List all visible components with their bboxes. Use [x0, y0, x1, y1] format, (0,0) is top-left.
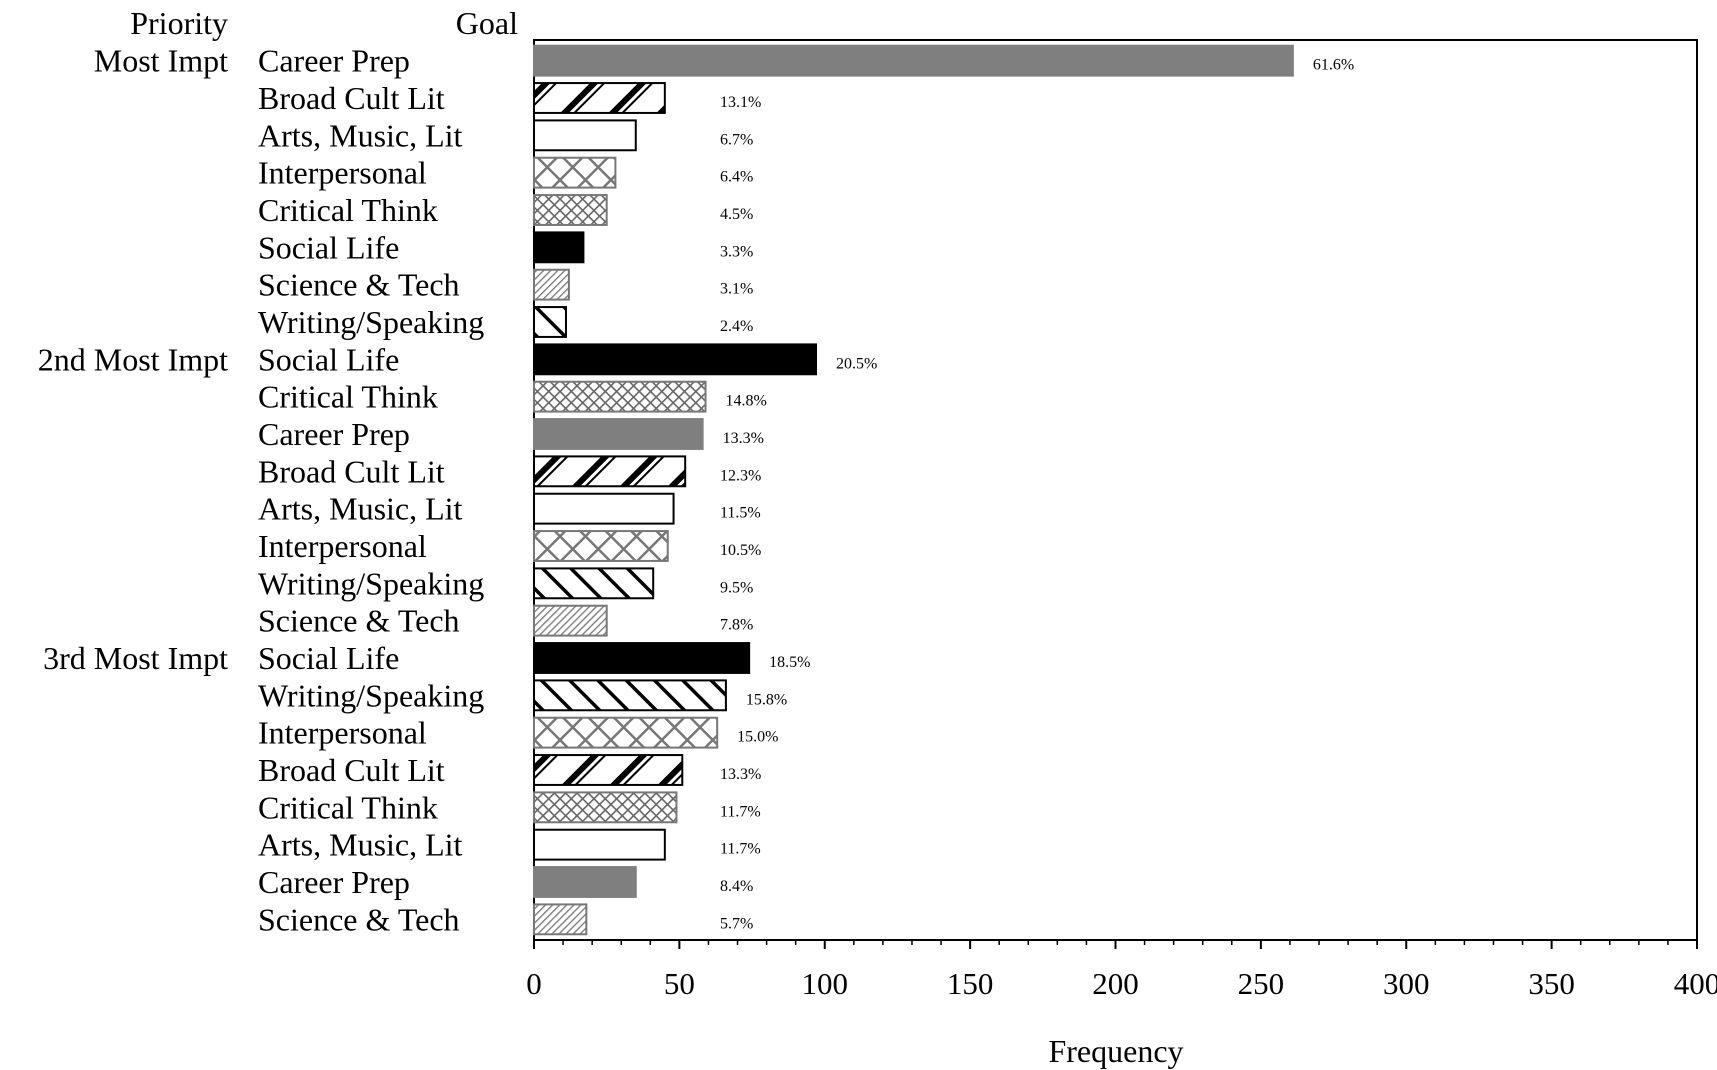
bar	[533, 194, 608, 226]
data-label: 6.7%	[720, 131, 753, 148]
category-label: Science & Tech	[258, 603, 460, 639]
data-label: 2.4%	[720, 318, 753, 335]
x-tick-label: 0	[526, 966, 542, 1001]
data-label: 13.3%	[720, 766, 761, 783]
bar	[533, 119, 637, 152]
category-label: Interpersonal	[258, 155, 427, 191]
bar	[533, 903, 588, 936]
category-label: Career Prep	[258, 416, 410, 452]
category-label: Social Life	[258, 341, 399, 377]
bar	[533, 268, 570, 301]
data-label: 10.5%	[720, 542, 761, 559]
bar	[533, 82, 666, 114]
data-label: 9.5%	[720, 579, 753, 596]
category-label: Arts, Music, Lit	[258, 491, 463, 527]
bar	[533, 492, 675, 525]
category-label: Critical Think	[258, 789, 438, 825]
data-label: 18.5%	[769, 654, 810, 671]
data-label: 11.7%	[720, 803, 761, 820]
bar	[533, 866, 637, 898]
x-tick-label: 350	[1528, 966, 1575, 1001]
category-label: Writing/Speaking	[258, 304, 484, 340]
bar	[533, 828, 666, 861]
goal-header: Goal	[456, 5, 518, 41]
category-label: Science & Tech	[258, 267, 460, 303]
bar	[533, 455, 687, 488]
category-label: Arts, Music, Lit	[258, 827, 463, 863]
data-label: 12.3%	[720, 467, 761, 484]
data-label: 14.8%	[726, 393, 767, 410]
bar	[533, 567, 655, 600]
priority-label: Most Impt	[94, 43, 228, 79]
data-label: 61.6%	[1313, 57, 1354, 74]
x-tick-label: 150	[947, 966, 994, 1001]
x-tick-label: 200	[1092, 966, 1139, 1001]
priority-header: Priority	[130, 5, 228, 41]
bar	[533, 679, 727, 712]
category-label: Science & Tech	[258, 901, 460, 937]
bar	[533, 380, 707, 413]
data-label: 15.0%	[737, 729, 778, 746]
bar	[533, 716, 719, 749]
category-label: Career Prep	[258, 864, 410, 900]
category-label: Career Prep	[258, 43, 410, 79]
x-tick-label: 300	[1383, 966, 1430, 1001]
data-label: 13.3%	[723, 430, 764, 447]
bar	[533, 604, 608, 637]
bar	[533, 530, 669, 562]
bar	[533, 156, 617, 189]
data-label: 13.1%	[720, 94, 761, 111]
bar	[533, 418, 704, 450]
data-label: 11.5%	[720, 505, 761, 522]
category-label: Writing/Speaking	[258, 565, 484, 601]
x-axis-title: Frequency	[1048, 1033, 1183, 1069]
x-tick-label: 250	[1238, 966, 1285, 1001]
data-label: 5.7%	[720, 915, 753, 932]
percent-labels: 61.6% 13.1% 6.7% 6.4% 4.5% 3.3% 3.1% 2.4% 20.5% 1…	[720, 57, 1354, 933]
bar-series	[533, 44, 1294, 936]
data-label: 3.1%	[720, 281, 753, 298]
data-label: 3.3%	[720, 243, 753, 260]
x-tick-label: 100	[802, 966, 849, 1001]
bar	[533, 44, 1294, 77]
category-label: Critical Think	[258, 192, 438, 228]
category-label: Social Life	[258, 229, 399, 265]
category-label: Critical Think	[258, 379, 438, 415]
data-label: 6.4%	[720, 169, 753, 186]
data-label: 8.4%	[720, 878, 753, 895]
data-label: 7.8%	[720, 617, 753, 634]
bar	[533, 791, 678, 824]
x-axis: 0 50 100 150 200 250 300 350 400	[526, 939, 1717, 1001]
category-label: Arts, Music, Lit	[258, 117, 463, 153]
data-label: 15.8%	[746, 691, 787, 708]
x-tick-label: 400	[1674, 966, 1717, 1001]
bar	[533, 642, 751, 674]
category-label: Broad Cult Lit	[258, 752, 445, 788]
x-tick-label: 50	[664, 966, 695, 1001]
data-label: 11.7%	[720, 841, 761, 858]
priority-labels: Most Impt 2nd Most Impt 3rd Most Impt	[38, 43, 228, 676]
bar	[533, 754, 684, 786]
bar	[533, 306, 567, 338]
category-label: Interpersonal	[258, 528, 427, 564]
bar	[533, 231, 585, 264]
plot-frame	[533, 39, 1698, 941]
category-label: Writing/Speaking	[258, 677, 484, 713]
data-label: 20.5%	[836, 355, 877, 372]
category-label: Broad Cult Lit	[258, 80, 445, 116]
priority-label: 3rd Most Impt	[43, 640, 228, 676]
priority-label: 2nd Most Impt	[38, 341, 228, 377]
data-label: 4.5%	[720, 206, 753, 223]
category-label: Social Life	[258, 640, 399, 676]
category-label: Interpersonal	[258, 715, 427, 751]
category-label: Broad Cult Lit	[258, 453, 445, 489]
bar	[533, 343, 818, 376]
